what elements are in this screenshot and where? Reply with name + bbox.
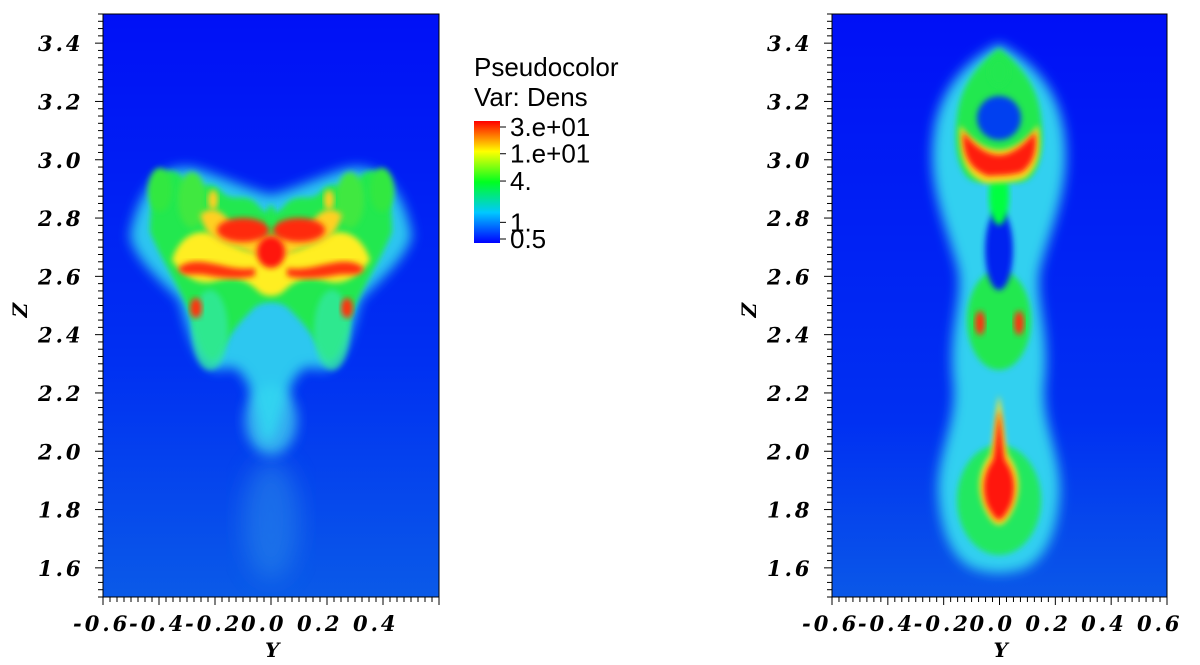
legend-ticks: 3.e+011.e+014. 1.0.5 <box>500 112 590 254</box>
legend-variable: Var: Dens <box>474 82 588 112</box>
y-tick-label: 2.6 <box>766 264 813 289</box>
x-tick-label: -0.6 <box>802 611 859 636</box>
legend-tick-label: 1. <box>510 207 532 237</box>
right-density-field <box>932 44 1066 573</box>
y-tick-label: 1.6 <box>767 556 813 581</box>
x-tick-label: 0.4 <box>1081 611 1127 636</box>
left-axes: -0.6-0.4-0.20.0 0.2 0.4 1.6 1.8 2.0 2.2 2.4 2.6 2… <box>8 13 440 662</box>
x-tick-label: 0.4 <box>353 611 399 636</box>
y-tick-label: 1.8 <box>38 498 84 523</box>
y-tick-label: 3.2 <box>767 89 813 114</box>
legend-tick-label: 0.5 <box>510 224 546 254</box>
legend-colorbar <box>474 121 500 243</box>
x-axis-title: Y <box>265 638 281 662</box>
left-density-field <box>130 167 412 580</box>
y-axis-title: Z <box>8 302 32 319</box>
x-tick-label: 0.0 <box>241 611 287 636</box>
y-tick-label: 3.0 <box>767 148 813 173</box>
y-tick-label: 3.2 <box>38 89 84 114</box>
x-tick-label: 0.6 <box>1137 611 1183 636</box>
x-tick-label: -0.2 <box>185 611 242 636</box>
y-tick-label: 2.2 <box>37 381 84 406</box>
x-tick-label: 0.2 <box>1025 611 1071 636</box>
x-tick-label: 0.2 <box>297 611 343 636</box>
left-plot: -0.6-0.4-0.20.0 0.2 0.4 1.6 1.8 2.0 2.2 2.4 2.6 2… <box>8 13 440 662</box>
y-tick-label: 3.4 <box>767 31 813 56</box>
y-axis-title: Z <box>737 302 761 319</box>
y-tick-label: 2.8 <box>37 206 84 231</box>
x-tick-label: -0.4 <box>858 611 915 636</box>
y-tick-label: 2.2 <box>766 381 813 406</box>
y-tick-label: 2.6 <box>37 264 84 289</box>
x-axis-title: Y <box>994 638 1010 662</box>
y-tick-label: 2.0 <box>766 439 813 464</box>
y-tick-label: 2.0 <box>37 439 84 464</box>
y-tick-label: 3.4 <box>38 31 84 56</box>
y-tick-label: 2.4 <box>766 323 813 348</box>
right-plot: -0.6-0.4-0.20.0 0.2 0.4 0.6 1.6 1.8 2.0 2.2 2.4 2… <box>737 13 1183 662</box>
y-tick-label: 1.8 <box>767 498 813 523</box>
legend-tick-label: 4. <box>510 166 532 196</box>
x-tick-label: -0.6 <box>73 611 130 636</box>
x-tick-label: -0.2 <box>914 611 971 636</box>
x-tick-label: 0.0 <box>970 611 1016 636</box>
y-tick-label: 1.6 <box>38 556 84 581</box>
legend-tick-label: 1.e+01 <box>510 139 590 169</box>
legend-title: Pseudocolor <box>474 52 619 82</box>
right-axes: -0.6-0.4-0.20.0 0.2 0.4 0.6 1.6 1.8 2.0 2.2 2.4 2… <box>737 13 1183 662</box>
x-tick-label: -0.4 <box>129 611 186 636</box>
y-tick-label: 2.8 <box>766 206 813 231</box>
y-tick-label: 3.0 <box>38 148 84 173</box>
y-tick-label: 2.4 <box>37 323 84 348</box>
colorbar-legend: Pseudocolor Var: Dens 3.e+011.e+014. 1.0.… <box>474 52 619 254</box>
legend-tick-label: 3.e+01 <box>510 112 590 142</box>
